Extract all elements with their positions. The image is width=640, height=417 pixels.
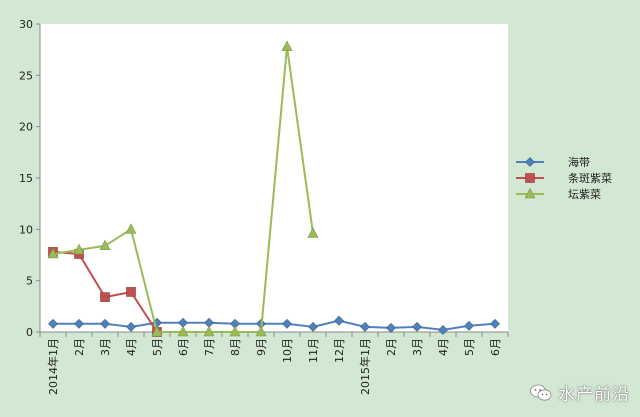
x-tick-label: 3月 [411, 338, 424, 356]
y-axis: 0 5 10 15 20 25 30 [19, 18, 41, 339]
y-tick-label: 5 [26, 275, 33, 288]
data-point [73, 243, 85, 255]
data-point [229, 325, 241, 337]
data-point [177, 325, 189, 337]
data-point [47, 247, 59, 259]
watermark: 水产前沿 [530, 380, 630, 405]
legend-item: 条斑紫菜 [516, 171, 612, 185]
plot-area [40, 24, 508, 332]
series-layer [47, 40, 500, 337]
y-tick-label: 25 [19, 69, 33, 82]
data-point [438, 325, 448, 335]
x-tick-label: 4月 [125, 338, 138, 356]
x-tick-label: 6月 [489, 338, 502, 356]
data-point [282, 318, 292, 329]
legend-label: 坛紫菜 [568, 188, 601, 201]
legend-label: 条斑紫菜 [568, 171, 612, 185]
data-point [100, 318, 110, 329]
x-tick-label: 3月 [99, 338, 112, 356]
data-point [308, 321, 318, 332]
x-tick-label: 2014年1月 [46, 338, 60, 395]
data-point [334, 315, 344, 326]
legend-item: 海带 [516, 155, 590, 169]
x-tick-label: 2月 [385, 338, 398, 356]
x-tick-label: 10月 [281, 338, 294, 363]
data-point [125, 223, 137, 234]
y-tick-label: 20 [19, 121, 33, 134]
data-point [525, 157, 535, 167]
data-point [255, 325, 267, 337]
y-tick-label: 10 [19, 223, 33, 236]
x-tick-label: 4月 [437, 338, 450, 356]
legend-label: 海带 [568, 155, 590, 169]
data-point [524, 187, 536, 199]
x-tick-label: 11月 [307, 338, 320, 363]
x-tick-label: 6月 [177, 338, 190, 356]
data-point [281, 40, 293, 51]
data-point [203, 325, 215, 337]
data-point [525, 173, 535, 183]
x-tick-label: 2月 [73, 338, 86, 356]
legend-item: 坛紫菜 [516, 187, 601, 201]
data-point [464, 320, 474, 331]
x-tick-label: 12月 [333, 338, 346, 363]
x-tick-label: 7月 [203, 338, 216, 356]
x-tick-label: 9月 [255, 338, 268, 356]
x-tick-label: 5月 [463, 338, 476, 356]
data-point [307, 227, 319, 238]
x-tick-label: 2015年1月 [358, 338, 372, 395]
data-point [412, 321, 422, 332]
data-point [126, 287, 136, 297]
data-point [490, 318, 500, 329]
y-tick-label: 30 [19, 18, 33, 31]
y-tick-label: 15 [19, 172, 33, 185]
x-axis: 2014年1月 2月 3月 4月 5月 6月 7月 8月 9月 10月 11月 12月 2015年1月 2… [39, 331, 509, 395]
x-tick-label: 8月 [229, 338, 242, 356]
x-tick-label: 5月 [151, 338, 164, 356]
data-point [151, 325, 163, 337]
series-group [47, 40, 319, 337]
data-point [99, 239, 111, 251]
data-point [126, 321, 136, 332]
data-point [386, 322, 396, 333]
wechat-icon [530, 384, 552, 402]
data-point [74, 318, 84, 329]
data-point [48, 318, 58, 329]
watermark-text: 水产前沿 [558, 385, 630, 405]
data-point [360, 321, 370, 332]
y-tick-label: 0 [26, 326, 33, 339]
data-point [100, 292, 110, 302]
